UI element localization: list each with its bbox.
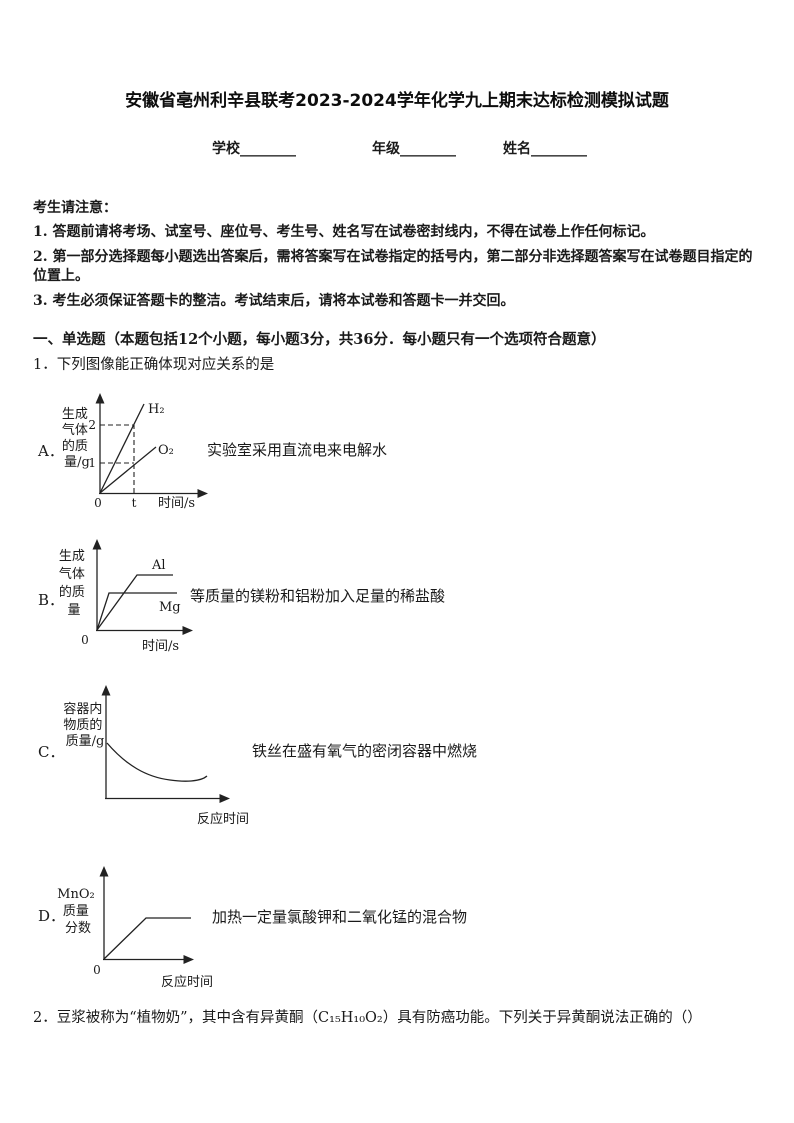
option-b-letter: B． <box>38 591 65 609</box>
x-axis-arrow-icon <box>183 955 194 964</box>
origin-label: 0 <box>94 496 102 510</box>
option-a-letter: A． <box>38 442 64 460</box>
option-c-letter: C． <box>38 743 65 761</box>
al-line <box>96 574 173 631</box>
mg-line <box>96 592 177 631</box>
chart-option-a: 2 1 H₂ O₂ 0 t 时间/s 生成 气体 的质 量/g <box>62 393 208 511</box>
notice-item-3: 3. 考生必须保证答题卡的整洁。考试结束后，请将本试卷和答题卡一并交回。 <box>33 293 515 309</box>
chart-option-b: Al Mg 0 时间/s 生成 气体 的质 量 <box>59 539 193 654</box>
y-axis-label: 生成 气体 的质 量 <box>59 549 89 618</box>
option-b-description: 等质量的镁粉和铝粉加入足量的稀盐酸 <box>190 587 446 605</box>
school-blank-field: 学校________ <box>212 141 296 157</box>
y-tick-1: 1 <box>88 456 96 470</box>
origin-label: 0 <box>81 633 89 647</box>
y-axis-arrow-icon <box>101 685 111 696</box>
x-axis-label: 时间/s <box>142 639 179 654</box>
mg-series-label: Mg <box>159 600 181 615</box>
x-axis-arrow-icon <box>219 794 230 803</box>
notice-heading: 考生请注意： <box>33 200 117 216</box>
mass-curve <box>106 742 208 782</box>
origin-label: 0 <box>93 963 101 977</box>
option-d-letter: D． <box>38 907 66 925</box>
notice-item-1: 1. 答题前请将考场、试室号、座位号、考生号、姓名写在试卷密封线内，不得在试卷上… <box>33 224 655 240</box>
y-axis-label: 生成 气体 的质 量/g <box>62 407 92 470</box>
question-1-text: 1．下列图像能正确体现对应关系的是 <box>33 357 275 373</box>
notice-item-2: 2. 第一部分选择题每小题选出答案后，需将答案写在试卷指定的括号内，第二部分非选… <box>33 249 753 284</box>
chart-option-d: 0 反应时间 MnO₂ 质量 分数 <box>57 866 213 990</box>
x-axis-arrow-icon <box>197 489 208 498</box>
y-axis-arrow-icon <box>95 393 105 404</box>
question-2-text: 2．豆浆被称为“植物奶”，其中含有异黄酮（C₁₅H₁₀O₂）具有防癌功能。下列关… <box>33 1010 702 1026</box>
grade-blank-field: 年级________ <box>372 141 456 157</box>
o2-line <box>99 446 157 494</box>
x-axis-arrow-icon <box>182 626 193 635</box>
option-c-description: 铁丝在盛有氧气的密闭容器中燃烧 <box>252 742 478 760</box>
chart-option-c: 反应时间 容器内 物质的 质量/g <box>63 685 249 827</box>
mno2-fraction-line <box>103 917 191 960</box>
y-tick-2: 2 <box>88 418 96 432</box>
y-axis-arrow-icon <box>99 866 109 877</box>
x-tick-t: t <box>132 496 137 510</box>
y-axis-label: 容器内 物质的 质量/g <box>63 701 106 749</box>
x-axis-label: 反应时间 <box>161 974 213 990</box>
section-heading: 一、单选题（本题包括12个小题，每小题3分，共36分．每小题只有一个选项符合题意… <box>33 331 606 348</box>
al-series-label: Al <box>151 558 166 573</box>
option-d-description: 加热一定量氯酸钾和二氧化锰的混合物 <box>212 908 468 926</box>
y-axis-label: MnO₂ 质量 分数 <box>57 887 99 936</box>
name-blank-field: 姓名________ <box>503 141 587 157</box>
o2-series-label: O₂ <box>158 443 174 458</box>
notice-block: 考生请注意： 1. 答题前请将考场、试室号、座位号、考生号、姓名写在试卷密封线内… <box>33 197 765 317</box>
option-a-description: 实验室采用直流电来电解水 <box>207 441 388 459</box>
x-axis-label: 时间/s <box>158 496 195 511</box>
h2-line <box>99 403 145 494</box>
x-axis-label: 反应时间 <box>197 811 249 827</box>
page-title: 安徽省亳州利辛县联考2023-2024学年化学九上期末达标检测模拟试题 <box>125 91 669 111</box>
y-axis-arrow-icon <box>92 539 102 550</box>
h2-series-label: H₂ <box>148 402 165 417</box>
